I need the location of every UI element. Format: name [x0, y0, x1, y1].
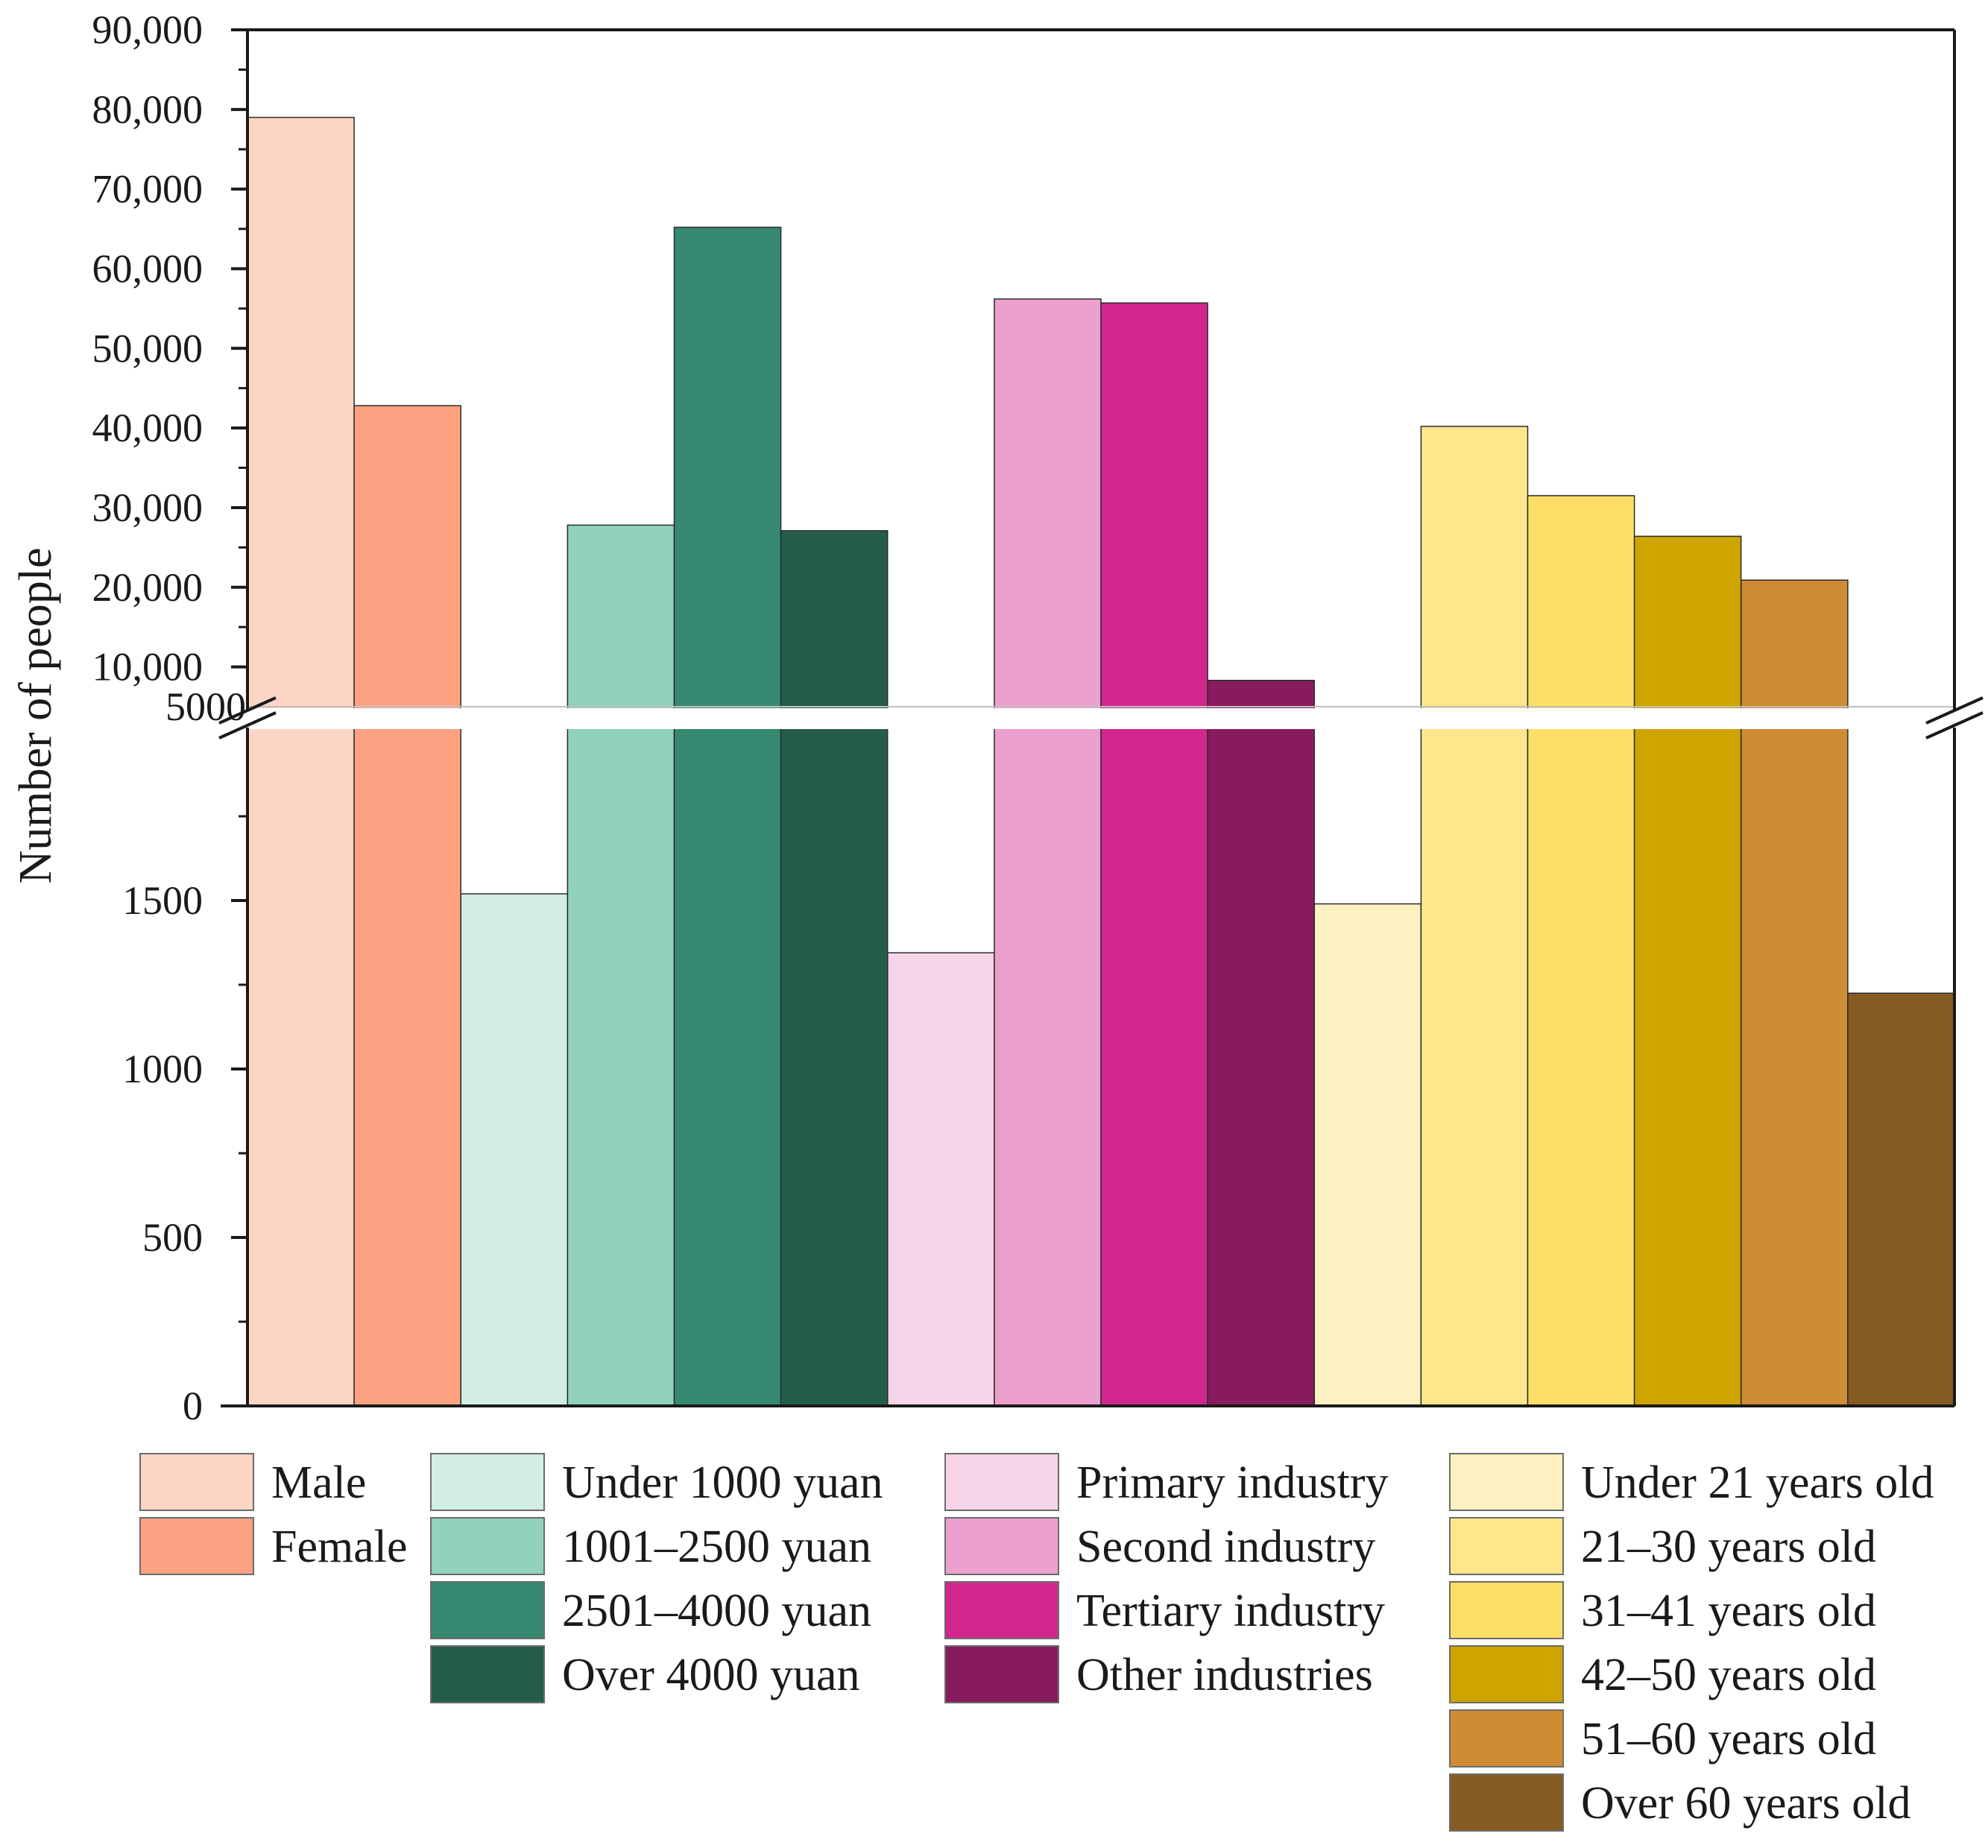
legend-label: Male [271, 1457, 366, 1508]
y-tick-label: 40,000 [92, 406, 203, 450]
legend-label: 1001–2500 yuan [562, 1521, 871, 1572]
legend-label: 2501–4000 yuan [562, 1586, 871, 1636]
bar-51-60-years-old [1741, 579, 1849, 1407]
legend-swatch [944, 1453, 1059, 1511]
legend-swatch [1449, 1773, 1564, 1832]
legend-swatch [430, 1581, 545, 1639]
legend: Male Female Under 1000 yuan 1001–2500 yuan 2… [139, 1453, 1934, 1832]
bar-1001-2500-yuan [567, 524, 675, 1407]
break-mark [1925, 696, 1984, 725]
legend-label: Primary industry [1076, 1457, 1388, 1508]
legend-swatch [944, 1645, 1059, 1703]
y-tick-label: 30,000 [92, 485, 203, 530]
legend-label: 42–50 years old [1581, 1650, 1876, 1700]
y-tick-label: 50,000 [92, 326, 203, 370]
legend-swatch [1449, 1645, 1564, 1703]
bar-second-industry [994, 298, 1102, 1407]
legend-label: Under 1000 yuan [562, 1457, 883, 1508]
y-tick-label: 0 [183, 1384, 203, 1428]
legend-label: Over 60 years old [1581, 1778, 1910, 1829]
legend-label: Second industry [1076, 1521, 1375, 1572]
legend-swatch [1449, 1581, 1564, 1639]
break-mark [1925, 711, 1984, 739]
legend-swatch [1449, 1517, 1564, 1575]
bar-over-4000-yuan [780, 530, 889, 1407]
bar-31-41-years-old [1527, 495, 1635, 1407]
y-tick-label: 70,000 [92, 167, 203, 212]
legend-label: Tertiary industry [1076, 1586, 1385, 1636]
legend-label: Other industries [1076, 1650, 1373, 1700]
legend-swatch [430, 1453, 545, 1511]
y-tick-label: 60,000 [92, 246, 203, 291]
y-tick-label: 90,000 [92, 7, 203, 52]
legend-swatch [430, 1645, 545, 1703]
legend-label: Under 21 years old [1581, 1457, 1934, 1508]
bar-under-21-years-old [1313, 903, 1422, 1407]
y-tick-label: 80,000 [92, 87, 203, 132]
break-mark [218, 711, 277, 739]
y-tick-label: 500 [142, 1215, 203, 1260]
break-mark [218, 696, 277, 725]
bar-over-60-years-old [1847, 992, 1955, 1407]
bar-under-1000-yuan [460, 893, 569, 1407]
bar-male [247, 116, 355, 1407]
bar-primary-industry [887, 952, 995, 1407]
y-ticks: 0 500 1000 1500 10,000 20,000 30,000 40,000 50,0… [92, 7, 247, 1428]
legend-label: Female [271, 1521, 408, 1572]
y-break-label: 5000 [165, 684, 246, 729]
bar-2501-4000-yuan [673, 227, 782, 1407]
legend-label: 31–41 years old [1581, 1586, 1876, 1636]
legend-label: 21–30 years old [1581, 1521, 1876, 1572]
bars [247, 116, 1955, 1407]
y-tick-label: 10,000 [92, 645, 203, 690]
legend-swatch [944, 1581, 1059, 1639]
bar-42-50-years-old [1633, 535, 1742, 1407]
y-tick-label: 1000 [122, 1047, 203, 1091]
legend-swatch [944, 1517, 1059, 1575]
legend-swatch [430, 1517, 545, 1575]
y-tick-label: 20,000 [92, 565, 203, 610]
legend-swatch [1449, 1453, 1564, 1511]
legend-swatch [139, 1453, 254, 1511]
y-axis-title: Number of people [10, 547, 61, 883]
bar-tertiary-industry [1100, 302, 1208, 1407]
bar-female [353, 405, 461, 1407]
legend-swatch [139, 1517, 254, 1575]
legend-label: Over 4000 yuan [562, 1650, 859, 1700]
bar-other-industries [1207, 679, 1315, 1407]
y-tick-label: 1500 [122, 878, 203, 923]
legend-swatch [1449, 1709, 1564, 1767]
axes [218, 28, 1984, 1407]
bar-21-30-years-old [1420, 426, 1529, 1407]
axis-break-gap [236, 708, 1980, 729]
legend-label: 51–60 years old [1581, 1714, 1876, 1765]
